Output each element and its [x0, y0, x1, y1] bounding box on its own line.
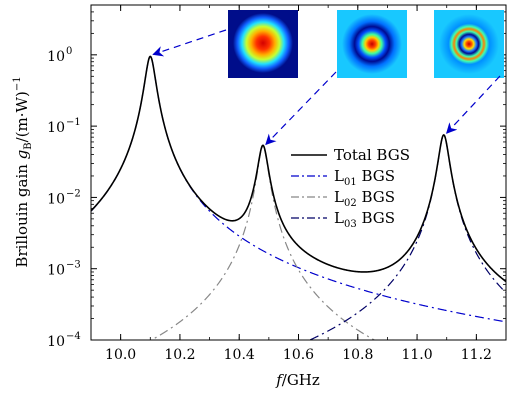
y-tick-base: 10 — [47, 263, 65, 279]
y-tick-label: 10−4 — [47, 331, 81, 350]
x-tick-label: 10.0 — [105, 347, 136, 363]
y-tick-exponent: −2 — [66, 188, 81, 199]
y-tick-base: 10 — [47, 191, 65, 207]
x-tick-label: 11.2 — [461, 347, 492, 363]
legend-label: L03 BGS — [334, 209, 395, 230]
x-tick-label: 10.2 — [164, 347, 195, 363]
y-tick-label: 10−1 — [47, 117, 81, 136]
y-tick-label: 100 — [47, 46, 72, 65]
y-tick-exponent: −1 — [66, 117, 81, 128]
x-tick-label: 11.0 — [401, 347, 432, 363]
mode-profile-l02-field — [342, 14, 402, 74]
y-tick-exponent: −4 — [66, 331, 81, 342]
series-line-total-bgs — [91, 55, 506, 283]
annotation-arrow-1 — [152, 29, 227, 57]
legend-label: L01 BGS — [334, 167, 395, 188]
x-tick-label: 10.6 — [283, 347, 314, 363]
y-axis-title: Brillouin gain gB/(m·W)−1 — [12, 76, 34, 267]
mode-profile-l03-field — [439, 14, 499, 74]
annotation-arrow-3 — [446, 75, 501, 134]
y-tick-label: 10−2 — [47, 188, 81, 207]
y-tick-base: 10 — [47, 120, 65, 136]
y-tick-base: 10 — [47, 334, 65, 350]
y-tick-label: 10−3 — [47, 260, 81, 279]
y-tick-exponent: −3 — [66, 260, 81, 271]
y-tick-exponent: 0 — [66, 46, 72, 57]
legend-label: L02 BGS — [334, 188, 395, 209]
x-tick-label: 10.8 — [342, 347, 373, 363]
plot-frame — [90, 4, 507, 341]
mode-profile-l01-field — [233, 13, 293, 73]
legend-label: Total BGS — [334, 146, 410, 164]
series-line-l02-bgs — [150, 145, 376, 340]
y-tick-base: 10 — [47, 49, 65, 65]
x-tick-label: 10.4 — [224, 347, 255, 363]
x-axis-title: f/GHz — [275, 371, 320, 389]
series-line-l01-bgs — [91, 55, 506, 323]
annotation-arrow-2 — [265, 71, 337, 146]
